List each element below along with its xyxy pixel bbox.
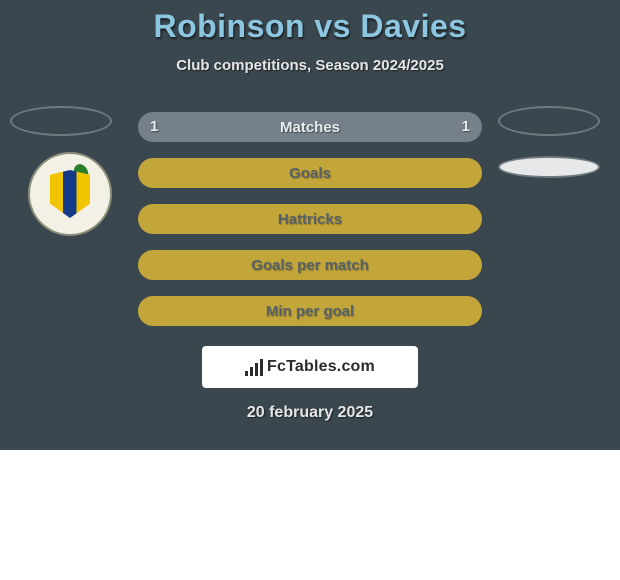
goals-pill: Goals bbox=[138, 158, 482, 188]
gpm-pill: Goals per match bbox=[138, 250, 482, 280]
comparison-panel: Robinson vs Davies Club competitions, Se… bbox=[0, 0, 620, 450]
goals-right-ellipse bbox=[498, 156, 600, 178]
matches-label: Matches bbox=[280, 119, 340, 136]
mpg-label: Min per goal bbox=[266, 303, 354, 320]
hattricks-label: Hattricks bbox=[278, 211, 342, 228]
page-subtitle: Club competitions, Season 2024/2025 bbox=[0, 57, 620, 74]
row-mpg: Min per goal bbox=[0, 288, 620, 334]
crest-inner bbox=[30, 154, 110, 234]
matches-right-value: 1 bbox=[462, 118, 470, 135]
matches-left-value: 1 bbox=[150, 118, 158, 135]
mpg-pill: Min per goal bbox=[138, 296, 482, 326]
comparison-date: 20 february 2025 bbox=[0, 404, 620, 422]
fctables-link[interactable]: FcTables.com bbox=[202, 346, 418, 388]
matches-pill: 1 Matches 1 bbox=[138, 112, 482, 142]
page-title: Robinson vs Davies bbox=[0, 8, 620, 45]
goals-label: Goals bbox=[289, 165, 331, 182]
hattricks-pill: Hattricks bbox=[138, 204, 482, 234]
row-matches: 1 Matches 1 bbox=[0, 104, 620, 150]
crest-shield-icon bbox=[50, 170, 90, 218]
gpm-label: Goals per match bbox=[251, 257, 369, 274]
fctables-logo-text: FcTables.com bbox=[267, 358, 375, 376]
row-gpm: Goals per match bbox=[0, 242, 620, 288]
club-crest-icon bbox=[28, 152, 112, 236]
matches-right-ellipse bbox=[498, 106, 600, 136]
matches-left-ellipse bbox=[10, 106, 112, 136]
fctables-logo: FcTables.com bbox=[245, 358, 375, 376]
bars-icon bbox=[245, 358, 263, 376]
